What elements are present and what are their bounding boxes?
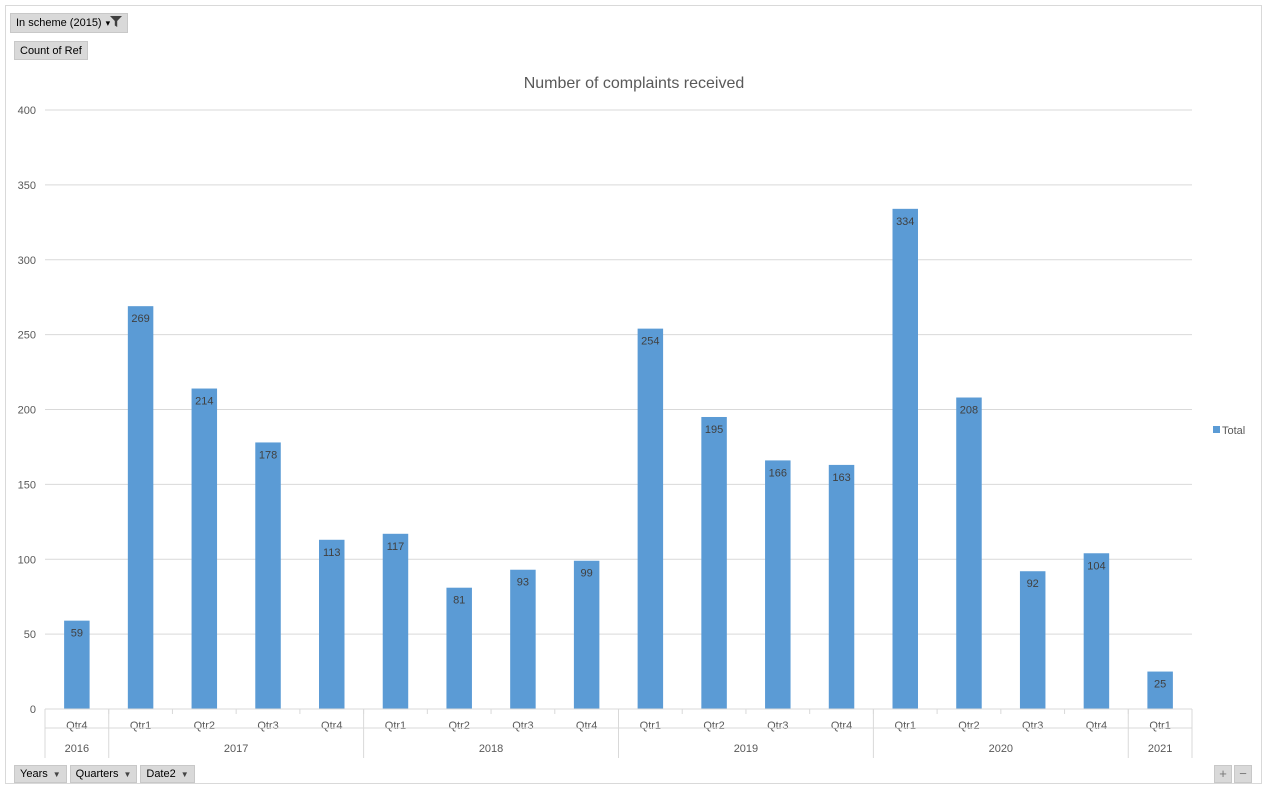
- bar: [1147, 671, 1173, 709]
- data-label: 92: [1027, 578, 1039, 590]
- bar: [64, 620, 90, 709]
- bar: [255, 442, 281, 709]
- legend: Total: [1213, 425, 1245, 437]
- value-field-label: Count of Ref: [20, 45, 82, 57]
- bar: [1083, 553, 1110, 709]
- data-label: 166: [769, 467, 787, 479]
- axis-field-quarters-label: Quarters: [75, 768, 119, 780]
- bar: [573, 560, 600, 709]
- dropdown-arrow-icon: ▼: [180, 770, 189, 779]
- year-group-label: 2019: [734, 743, 758, 755]
- bar: [892, 208, 918, 709]
- y-tick-label: 200: [18, 405, 36, 417]
- year-group-label: 2021: [1148, 743, 1172, 755]
- bar: [701, 416, 727, 709]
- year-group-label: 2018: [479, 743, 503, 755]
- bar: [637, 328, 664, 709]
- data-label: 93: [517, 577, 529, 589]
- x-tick-label: Qtr2: [448, 720, 469, 732]
- filter-label: In scheme (2015): [16, 17, 102, 29]
- axis-field-buttons: Years ▼ Quarters ▼ Date2 ▼: [14, 765, 195, 783]
- bar: [446, 587, 472, 709]
- x-tick-label: Qtr3: [767, 720, 788, 732]
- year-group-label: 2016: [65, 743, 89, 755]
- dropdown-arrow-icon: ▼: [52, 770, 61, 779]
- bar: [510, 569, 536, 709]
- x-tick-label: Qtr1: [640, 720, 661, 732]
- bars: 59 269 214 178 113 117 81 93 99 254 195 166 163 334 20…: [64, 208, 1173, 709]
- data-label: 81: [453, 595, 465, 607]
- y-tick-label: 300: [18, 255, 36, 267]
- x-tick-label: Qtr4: [1086, 720, 1107, 732]
- data-label: 163: [832, 472, 850, 484]
- data-label: 113: [323, 547, 341, 559]
- collapse-field-button[interactable]: −: [1234, 765, 1252, 783]
- year-group-label: 2017: [224, 743, 248, 755]
- x-tick-label: Qtr2: [958, 720, 979, 732]
- data-label: 254: [641, 336, 659, 348]
- filter-icon: [110, 16, 123, 27]
- expand-field-button[interactable]: +: [1214, 765, 1232, 783]
- y-tick-label: 150: [18, 479, 36, 491]
- x-tick-label: Qtr3: [1022, 720, 1043, 732]
- value-field-button[interactable]: Count of Ref: [14, 41, 88, 60]
- data-label: 208: [960, 405, 978, 417]
- axis-field-date2-label: Date2: [146, 768, 176, 780]
- bar: [127, 306, 154, 709]
- x-tick-label: Qtr1: [130, 720, 151, 732]
- data-label: 104: [1087, 560, 1105, 572]
- x-tick-label: Qtr3: [257, 720, 278, 732]
- data-label: 117: [387, 541, 405, 553]
- axis-field-date2-button[interactable]: Date2 ▼: [140, 765, 195, 783]
- x-tick-label: Qtr2: [703, 720, 724, 732]
- x-tick-label: Qtr1: [895, 720, 916, 732]
- bar: [956, 397, 982, 709]
- filter-dropdown-icon: ▾: [105, 18, 111, 28]
- bar: [828, 464, 855, 709]
- bar: [765, 460, 791, 709]
- data-label: 269: [131, 313, 149, 325]
- bar: [191, 388, 218, 709]
- x-tick-label: Qtr4: [321, 720, 342, 732]
- x-axis: Qtr4 Qtr1 Qtr2 Qtr3 Qtr4 Qtr1 Qtr2 Qtr3 Qtr4 Qtr1…: [44, 708, 1193, 758]
- x-tick-label: Qtr4: [66, 720, 87, 732]
- y-tick-label: 0: [30, 704, 36, 716]
- x-tick-label: Qtr1: [385, 720, 406, 732]
- axis-field-years-label: Years: [20, 768, 48, 780]
- legend-label: Total: [1222, 425, 1245, 437]
- axis-field-quarters-button[interactable]: Quarters ▼: [69, 765, 138, 783]
- dropdown-arrow-icon: ▼: [123, 770, 132, 779]
- year-group-label: 2020: [989, 743, 1013, 755]
- report-filter-button[interactable]: In scheme (2015) ▾: [10, 13, 129, 33]
- x-tick-label: Qtr2: [194, 720, 215, 732]
- y-tick-label: 350: [18, 180, 36, 192]
- x-tick-label: Qtr4: [831, 720, 852, 732]
- y-tick-label: 50: [24, 629, 36, 641]
- x-tick-label: Qtr1: [1149, 720, 1170, 732]
- y-tick-label: 250: [18, 330, 36, 342]
- data-label: 195: [705, 424, 723, 436]
- x-tick-label: Qtr3: [512, 720, 533, 732]
- x-tick-label: Qtr4: [576, 720, 597, 732]
- data-label: 178: [259, 449, 277, 461]
- data-label: 99: [581, 568, 593, 580]
- y-tick-label: 400: [18, 105, 36, 117]
- y-axis: 0 50 100 150 200 250 300 350 400: [18, 105, 36, 716]
- expand-collapse-controls: + −: [1214, 765, 1252, 783]
- data-label: 59: [71, 628, 83, 640]
- bar: [1019, 571, 1046, 709]
- bar: [382, 533, 409, 709]
- y-tick-label: 100: [18, 554, 36, 566]
- data-label: 334: [896, 216, 914, 228]
- axis-field-years-button[interactable]: Years ▼: [14, 765, 67, 783]
- chart-title: Number of complaints received: [524, 75, 745, 92]
- legend-swatch: [1213, 426, 1220, 433]
- data-label: 214: [195, 396, 213, 408]
- bar: [319, 539, 345, 709]
- chart-area: [5, 5, 1262, 784]
- data-label: 25: [1154, 679, 1166, 691]
